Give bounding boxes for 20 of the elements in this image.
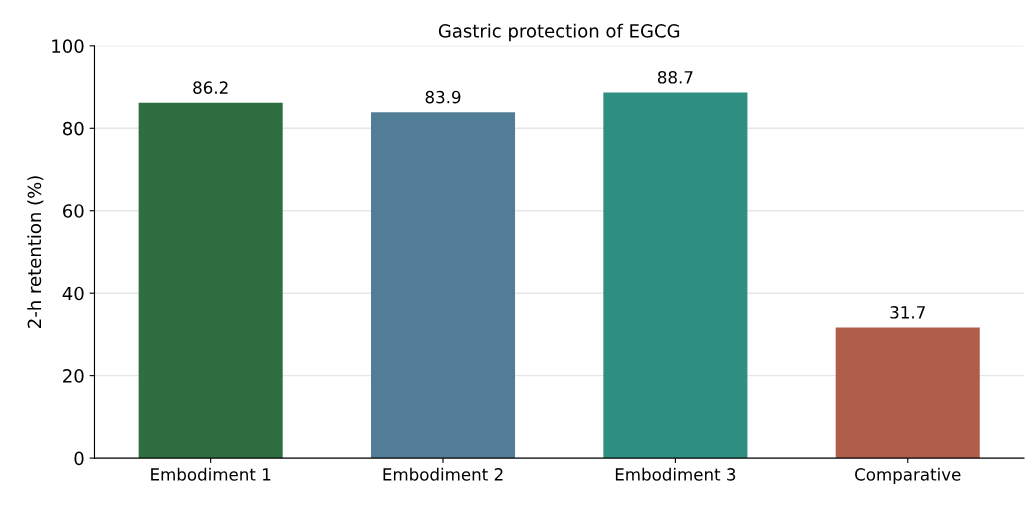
- bar: [603, 92, 748, 459]
- x-tick-label: Embodiment 3: [615, 467, 736, 481]
- x-tick-label: Embodiment 2: [383, 467, 503, 481]
- data-label: 88.7: [657, 71, 693, 84]
- y-tick-label: 100: [52, 39, 84, 53]
- bar: [138, 102, 283, 459]
- chart-title: Gastric protection of EGCG: [438, 23, 680, 42]
- data-label: 86.2: [193, 81, 228, 94]
- y-tick-label: 80: [63, 121, 84, 136]
- y-tick-label: 0: [74, 451, 84, 466]
- data-label: 31.7: [890, 306, 925, 319]
- bar: [835, 327, 980, 459]
- data-label: 83.9: [425, 90, 461, 104]
- x-tick-label: Comparative: [855, 467, 961, 484]
- y-tick-label: 60: [63, 204, 84, 218]
- bar: [370, 112, 516, 459]
- y-tick-label: 40: [62, 286, 84, 301]
- y-tick-label: 20: [63, 369, 84, 383]
- y-axis-title: 2-h retention (%): [27, 176, 44, 328]
- x-tick-label: Embodiment 1: [151, 467, 271, 481]
